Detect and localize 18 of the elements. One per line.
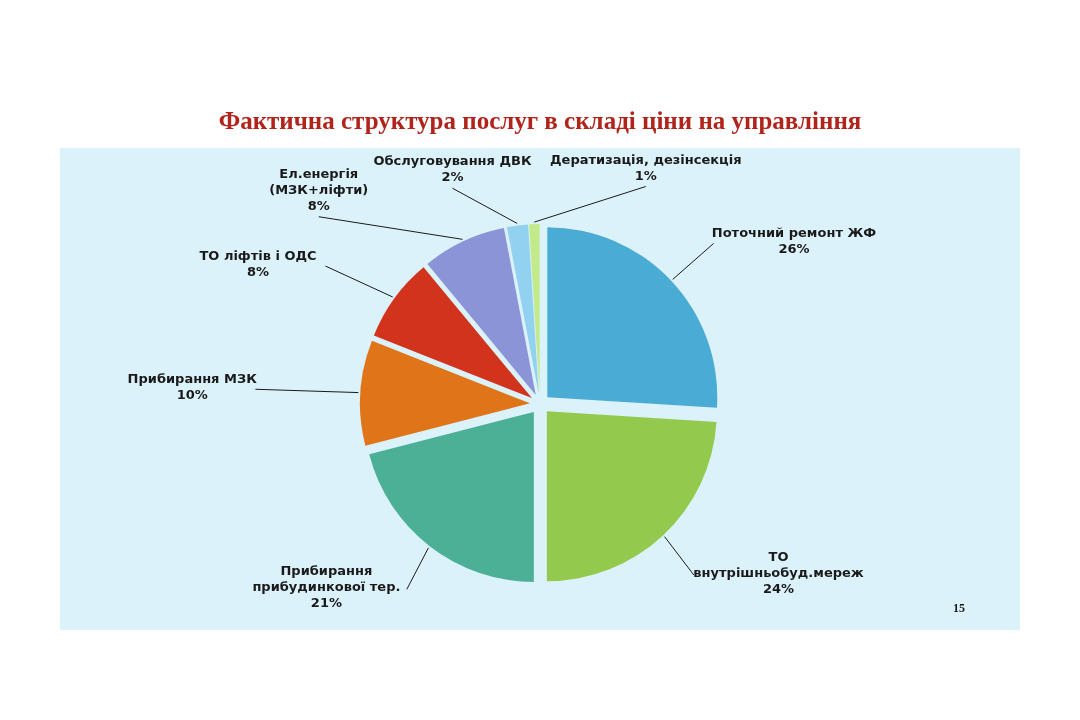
slice-label: ТО внутрішньобуд.мереж <box>693 549 864 581</box>
data-label: 1% <box>634 167 657 183</box>
slice-label: Обслуговування ДВК <box>373 153 532 169</box>
slice-label: Прибирання прибудинкової тер. <box>252 563 401 595</box>
data-label: 24% <box>763 581 795 597</box>
slice-label: ТО ліфтів і ОДС <box>199 248 317 264</box>
data-label: 8% <box>247 264 270 280</box>
data-label: 21% <box>310 595 342 611</box>
data-label: 8% <box>307 197 330 213</box>
slice-label: Дератизація, дезінсекція <box>550 151 742 167</box>
data-label: 10% <box>176 387 208 403</box>
chart-title: Фактична структура послуг в складі ціни на управління <box>218 107 862 134</box>
data-label: 26% <box>778 241 810 257</box>
slice-label: Ел.енергія (МЗК+ліфти) <box>269 165 369 197</box>
slice-label: Поточний ремонт ЖФ <box>711 225 877 241</box>
slice-label: Прибирання МЗК <box>127 371 258 387</box>
data-label: 2% <box>441 169 464 185</box>
text: 15 <box>953 601 965 615</box>
